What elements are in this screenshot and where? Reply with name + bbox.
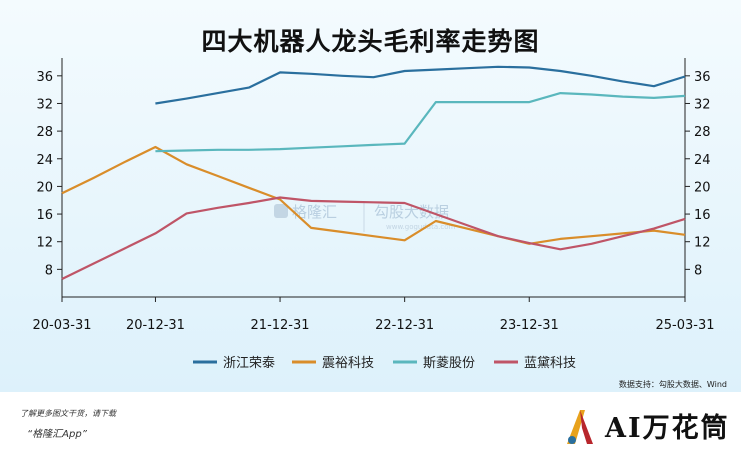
chart-title: 四大机器人龙头毛利率走势图 (201, 27, 540, 56)
series-line-1 (61, 145, 686, 245)
y-tick-label-right: 12 (694, 236, 711, 251)
kaleidoscope-logo-icon (567, 409, 593, 444)
line-chart: 格隆汇 勾股大数据 www.gogudata.com 8 8 12 12 16 16 20 20 24… (32, 58, 715, 371)
y-tick-label-left: 12 (36, 236, 53, 251)
footer-app-name: “格隆汇App” (27, 429, 87, 440)
x-tick-label: 22-12-31 (375, 318, 434, 333)
x-tick-label: 25-03-31 (655, 318, 714, 333)
series-line-0 (155, 65, 686, 105)
watermark-site: 勾股大数据 (374, 203, 449, 221)
legend-label-2: 斯菱股份 (423, 356, 475, 371)
x-tick-label: 23-12-31 (500, 318, 559, 333)
x-tick-label: 20-12-31 (126, 318, 185, 333)
y-tick-label-left: 28 (36, 125, 53, 140)
legend-label-0: 浙江荣泰 (223, 356, 275, 371)
data-source: 数据支持：勾股大数据、Wind (618, 380, 727, 389)
legend-label-1: 震裕科技 (322, 356, 374, 371)
x-tick-label: 21-12-31 (251, 318, 310, 333)
y-tick-label-right: 16 (694, 208, 711, 223)
y-tick-label-left: 32 (36, 97, 53, 112)
y-tick-label-right: 24 (694, 153, 711, 168)
brand-text: AI万花筒 (605, 413, 730, 444)
y-tick-label-left: 36 (36, 70, 53, 85)
y-tick-label-right: 8 (694, 263, 702, 278)
brand-box: AI万花筒 (541, 397, 741, 454)
watermark-logo-icon (274, 204, 288, 218)
series-line-3 (61, 196, 686, 280)
y-tick-label-left: 16 (36, 208, 53, 223)
y-tick-label-right: 36 (694, 70, 711, 85)
series-line-2 (155, 91, 686, 153)
y-tick-label-left: 20 (36, 180, 53, 195)
watermark-url: www.gogudata.com (386, 223, 455, 231)
y-tick-label-left: 8 (45, 263, 53, 278)
watermark-brand: 格隆汇 (292, 203, 337, 221)
legend-label-3: 蓝黛科技 (524, 356, 576, 371)
chart-area: 格隆汇 勾股大数据 www.gogudata.com 8 8 12 12 16 16 20 20 24… (0, 0, 741, 392)
y-tick-label-right: 32 (694, 97, 711, 112)
x-tick-label: 20-03-31 (32, 318, 91, 333)
y-tick-label-right: 20 (694, 180, 711, 195)
footer-download-hint: 了解更多图文干货，请下载 (20, 409, 116, 418)
y-tick-label-right: 28 (694, 125, 711, 140)
y-tick-label-left: 24 (36, 153, 53, 168)
